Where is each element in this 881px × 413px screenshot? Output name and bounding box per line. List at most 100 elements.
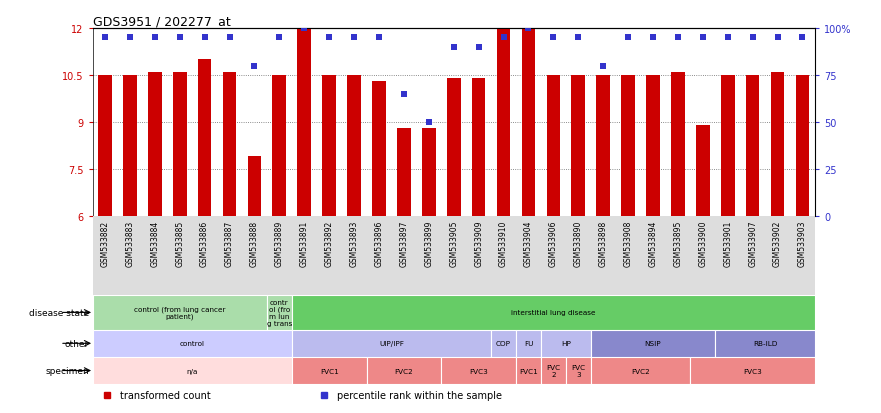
Bar: [591, 357, 691, 384]
Text: other: other: [64, 339, 89, 348]
Text: RB-ILD: RB-ILD: [753, 340, 777, 347]
Text: transformed count: transformed count: [120, 390, 211, 400]
Bar: [272, 76, 286, 216]
Text: GSM533882: GSM533882: [100, 221, 109, 266]
Point: [148, 35, 162, 42]
Point: [471, 44, 485, 51]
Bar: [292, 295, 815, 330]
Text: FVC
2: FVC 2: [546, 364, 560, 377]
Bar: [93, 357, 292, 384]
Bar: [298, 29, 311, 216]
Point: [571, 35, 585, 42]
Point: [771, 35, 785, 42]
Text: FU: FU: [524, 340, 533, 347]
Text: GSM533893: GSM533893: [350, 221, 359, 267]
Text: GSM533908: GSM533908: [624, 221, 633, 267]
Point: [272, 35, 286, 42]
Point: [297, 26, 311, 32]
Bar: [322, 76, 336, 216]
Text: GSM533907: GSM533907: [748, 221, 757, 267]
Bar: [223, 73, 236, 216]
Point: [596, 63, 611, 70]
Bar: [546, 76, 560, 216]
Point: [621, 35, 635, 42]
Text: GSM533895: GSM533895: [673, 221, 683, 267]
Bar: [696, 126, 710, 216]
Text: control: control: [180, 340, 204, 347]
Point: [522, 26, 536, 32]
Bar: [721, 76, 735, 216]
Text: GSM533888: GSM533888: [250, 221, 259, 266]
Text: GSM533892: GSM533892: [325, 221, 334, 266]
Bar: [746, 76, 759, 216]
Bar: [347, 76, 361, 216]
Text: GSM533904: GSM533904: [524, 221, 533, 267]
Bar: [397, 129, 411, 216]
Text: GSM533905: GSM533905: [449, 221, 458, 267]
Point: [173, 35, 187, 42]
Text: GSM533891: GSM533891: [300, 221, 308, 266]
Point: [347, 35, 361, 42]
Point: [98, 35, 112, 42]
Text: GSM533890: GSM533890: [574, 221, 582, 267]
Text: GSM533901: GSM533901: [723, 221, 732, 267]
Bar: [715, 330, 815, 357]
Bar: [441, 357, 516, 384]
Text: GSM533884: GSM533884: [151, 221, 159, 266]
Bar: [447, 79, 461, 216]
Point: [796, 35, 810, 42]
Text: FVC3: FVC3: [470, 368, 488, 374]
Bar: [572, 76, 585, 216]
Text: percentile rank within the sample: percentile rank within the sample: [337, 390, 501, 400]
Bar: [591, 330, 715, 357]
Text: GSM533896: GSM533896: [374, 221, 383, 267]
Text: GSM533897: GSM533897: [399, 221, 409, 267]
Text: GSM533899: GSM533899: [425, 221, 433, 267]
Bar: [148, 73, 161, 216]
Text: GSM533883: GSM533883: [125, 221, 135, 266]
Bar: [372, 82, 386, 216]
Bar: [541, 330, 591, 357]
Bar: [621, 76, 635, 216]
Text: NSIP: NSIP: [645, 340, 662, 347]
Text: disease state: disease state: [29, 308, 89, 317]
Text: GSM533902: GSM533902: [773, 221, 782, 267]
Text: HP: HP: [561, 340, 571, 347]
Text: GSM533900: GSM533900: [699, 221, 707, 267]
Point: [197, 35, 211, 42]
Text: FVC1: FVC1: [519, 368, 537, 374]
Text: control (from lung cancer
patient): control (from lung cancer patient): [134, 306, 226, 320]
Point: [670, 35, 685, 42]
Point: [696, 35, 710, 42]
Point: [497, 35, 511, 42]
Point: [372, 35, 386, 42]
Point: [447, 44, 461, 51]
Point: [721, 35, 735, 42]
Bar: [522, 29, 536, 216]
Point: [322, 35, 337, 42]
Text: GSM533909: GSM533909: [474, 221, 483, 267]
Bar: [691, 357, 815, 384]
Point: [223, 35, 237, 42]
Point: [248, 63, 262, 70]
Text: GSM533898: GSM533898: [599, 221, 608, 266]
Bar: [422, 129, 436, 216]
Bar: [366, 357, 441, 384]
Text: UIP/IPF: UIP/IPF: [379, 340, 403, 347]
Bar: [197, 60, 211, 216]
Bar: [93, 295, 267, 330]
Bar: [173, 73, 187, 216]
Text: contr
ol (fro
m lun
g trans: contr ol (fro m lun g trans: [267, 299, 292, 326]
Point: [422, 119, 436, 126]
Text: COP: COP: [496, 340, 511, 347]
Text: GSM533885: GSM533885: [175, 221, 184, 266]
Text: FVC2: FVC2: [395, 368, 413, 374]
Bar: [491, 330, 516, 357]
Bar: [472, 79, 485, 216]
Bar: [267, 295, 292, 330]
Bar: [516, 357, 541, 384]
Bar: [248, 157, 262, 216]
Point: [122, 35, 137, 42]
Text: FVC
3: FVC 3: [571, 364, 585, 377]
Text: GSM533894: GSM533894: [648, 221, 657, 267]
